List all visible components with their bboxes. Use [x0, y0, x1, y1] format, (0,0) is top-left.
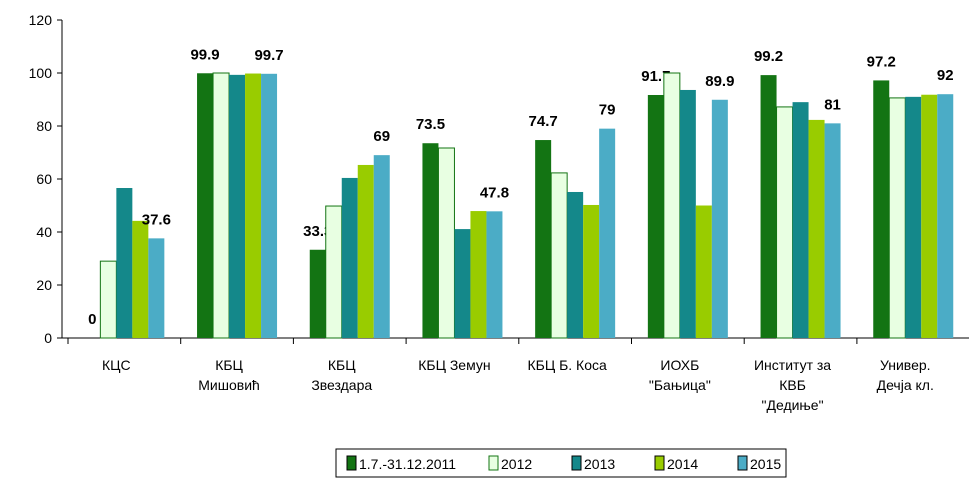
- legend-label: 2013: [584, 456, 615, 472]
- data-label: 97.2: [867, 53, 896, 70]
- data-label: 99.9: [190, 46, 219, 63]
- x-tick-label: КЦС: [102, 357, 131, 373]
- bar: [99, 260, 117, 339]
- legend-label: 1.7.-31.12.2011: [359, 456, 456, 472]
- x-tick-label: "Бањица": [649, 377, 711, 393]
- legend-label: 2015: [750, 456, 781, 472]
- y-tick-label: 100: [29, 65, 53, 81]
- bar: [921, 94, 938, 338]
- bar: [132, 220, 149, 338]
- data-label: 74.7: [529, 113, 558, 130]
- bar: [535, 140, 552, 338]
- data-label: 47.8: [480, 184, 509, 201]
- data-label: 99.2: [754, 48, 783, 65]
- x-tick-label: КБЦ Б. Коса: [528, 357, 607, 373]
- x-tick-label: КБЦ: [215, 357, 243, 373]
- bar: [373, 155, 390, 338]
- bar: [792, 102, 809, 339]
- y-tick-label: 0: [44, 330, 52, 346]
- bar: [711, 99, 728, 338]
- bar: [679, 89, 696, 339]
- bar: [116, 188, 133, 338]
- y-tick-label: 120: [29, 12, 53, 28]
- bar: [309, 249, 326, 338]
- bar: [454, 229, 471, 338]
- data-label: 99.7: [254, 47, 283, 64]
- legend-swatch: [346, 455, 357, 471]
- bar: [567, 191, 584, 338]
- bar: [905, 96, 922, 338]
- bar: [357, 164, 374, 338]
- bar: [937, 94, 954, 338]
- bar: [824, 123, 841, 338]
- data-label: 92: [937, 67, 954, 84]
- bar: [550, 172, 568, 339]
- data-label: 73.5: [416, 116, 445, 133]
- bar: [583, 204, 600, 338]
- data-label: 69: [373, 128, 390, 145]
- x-tick-label: Мишовић: [198, 377, 260, 393]
- data-label: 37.6: [142, 211, 171, 228]
- x-tick-label: КВБ: [779, 377, 806, 393]
- bar: [261, 73, 278, 339]
- bar: [486, 211, 503, 338]
- x-tick-label: КБЦ: [328, 357, 356, 373]
- y-tick-label: 20: [36, 277, 52, 293]
- x-tick-label: "Дедиње": [762, 397, 824, 413]
- data-label: 89.9: [705, 73, 734, 90]
- x-tick-label: Звездара: [311, 377, 372, 393]
- bar: [148, 238, 165, 338]
- x-tick-label: Институт за: [754, 357, 831, 373]
- x-tick-label: Дечја кл.: [877, 377, 934, 393]
- legend-swatch: [654, 455, 665, 471]
- y-tick-label: 60: [36, 171, 52, 187]
- bar: [341, 177, 358, 338]
- legend-box: [335, 448, 787, 478]
- bar: [808, 119, 825, 338]
- bar: [470, 211, 487, 338]
- bar: [663, 72, 681, 339]
- bar: [437, 147, 455, 339]
- bar: [888, 97, 906, 339]
- legend-label: 2012: [501, 456, 532, 472]
- data-label: 33.3: [303, 223, 332, 240]
- x-tick-label: ИОХБ: [660, 357, 699, 373]
- data-label: 0: [88, 311, 96, 328]
- legend-swatch: [737, 455, 748, 471]
- bar: [229, 74, 246, 338]
- bar: [245, 73, 262, 338]
- bar: [422, 143, 439, 338]
- x-tick-label: Универ.: [880, 357, 931, 373]
- y-tick-label: 80: [36, 118, 52, 134]
- legend-swatch: [488, 455, 499, 471]
- bar: [325, 205, 343, 339]
- bar: [647, 94, 664, 339]
- bar: [197, 73, 214, 338]
- bar: [760, 75, 777, 339]
- bar: [599, 128, 616, 338]
- bar: [776, 106, 794, 339]
- y-tick-label: 40: [36, 224, 52, 240]
- data-label: 79: [599, 102, 616, 119]
- bar: [873, 80, 890, 339]
- legend-label: 2014: [667, 456, 698, 472]
- bar: [695, 205, 712, 338]
- bar: [212, 72, 230, 339]
- x-tick-label: КБЦ Земун: [418, 357, 490, 373]
- data-label: 91.7: [641, 68, 670, 85]
- data-label: 81: [824, 96, 841, 113]
- legend-swatch: [571, 455, 582, 471]
